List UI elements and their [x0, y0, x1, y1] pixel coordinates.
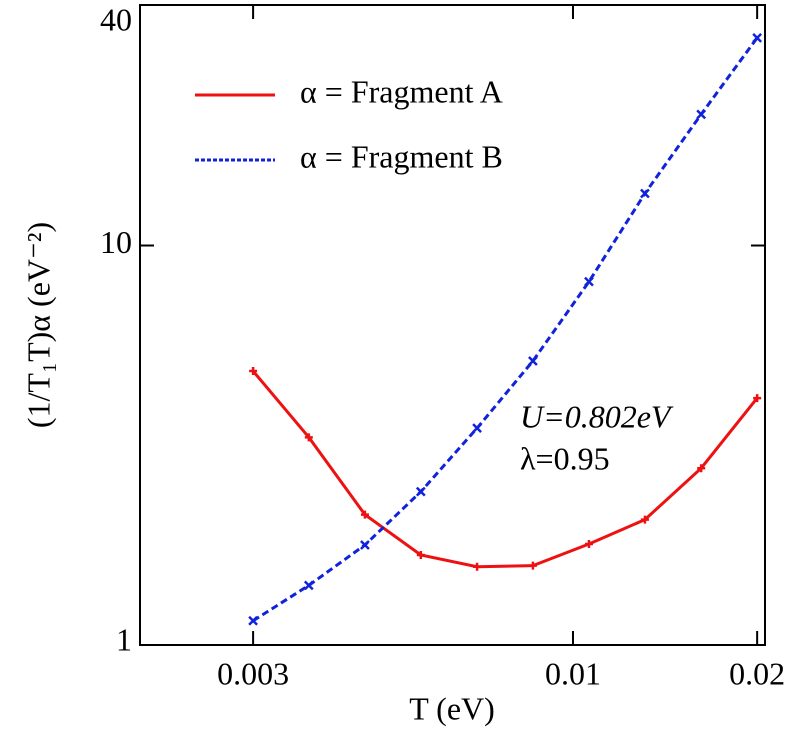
x-tick-label: 0.02	[729, 655, 785, 691]
y-tick-label: 40	[100, 1, 132, 37]
marker	[584, 276, 594, 287]
marker	[640, 188, 650, 199]
line	[251, 370, 759, 569]
marker	[416, 550, 425, 559]
marker	[584, 539, 593, 548]
marker	[304, 433, 313, 442]
marker	[303, 580, 314, 591]
y-tick-label: 10	[100, 224, 132, 260]
marker	[248, 615, 258, 626]
x-axis-label: T (eV)	[409, 690, 495, 726]
marker	[360, 510, 369, 519]
legend-label: α = Fragment A	[300, 73, 503, 109]
marker	[249, 367, 258, 376]
marker	[472, 423, 482, 434]
line	[252, 36, 759, 623]
marker	[360, 540, 370, 550]
marker	[473, 562, 482, 571]
marker	[528, 356, 538, 366]
marker	[697, 464, 706, 473]
x-tick-label: 0.01	[545, 655, 601, 691]
marker	[640, 515, 649, 524]
marker	[415, 486, 426, 497]
y-axis-label: (1/T₁T)α (eV⁻²)	[20, 222, 56, 428]
y-tick-label: 1	[116, 621, 132, 657]
marker	[752, 32, 763, 43]
x-tick-label: 0.003	[217, 655, 289, 691]
marker	[753, 394, 762, 403]
legend-label: α = Fragment B	[300, 138, 503, 174]
marker	[696, 109, 707, 120]
annotation: U=0.802eV	[520, 398, 674, 434]
plot-frame	[139, 4, 766, 646]
annotation: λ=0.95	[520, 440, 610, 476]
marker	[528, 561, 537, 570]
